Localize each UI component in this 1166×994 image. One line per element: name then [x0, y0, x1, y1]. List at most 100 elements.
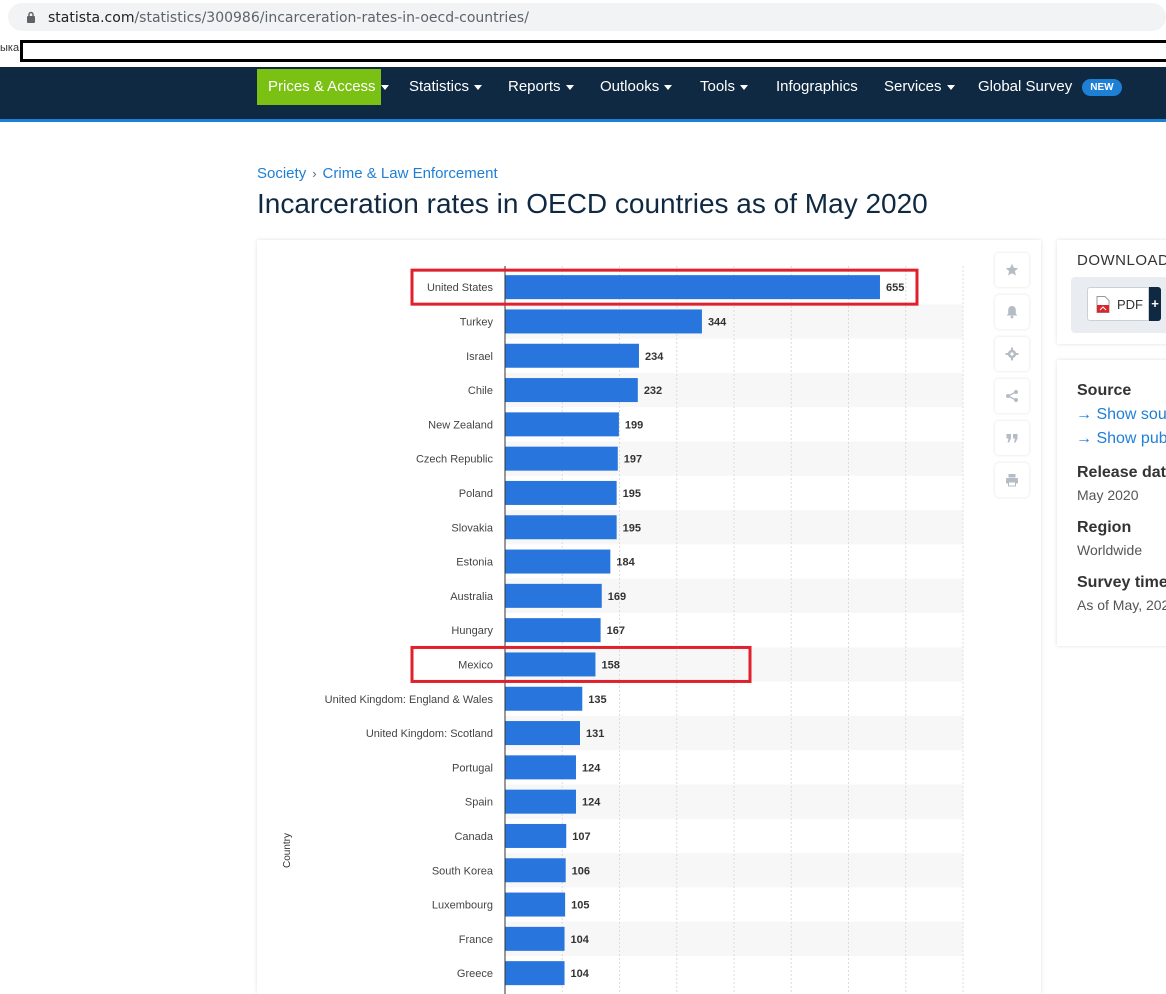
url-field[interactable]: statista.com/statistics/300986/incarcera…	[8, 3, 1166, 31]
category-label: Australia	[450, 591, 494, 603]
bar[interactable]	[505, 343, 639, 368]
nav-prices-access[interactable]: Prices & Access	[257, 69, 389, 105]
bar[interactable]	[505, 755, 576, 780]
bar[interactable]	[505, 686, 583, 711]
settings-button[interactable]	[995, 337, 1029, 371]
redacted-box	[20, 40, 1166, 62]
nav-tools[interactable]: Tools	[700, 69, 749, 105]
breadcrumb-society[interactable]: Society	[257, 165, 307, 182]
bookmarks-bar: ыка	[0, 36, 1166, 66]
bar[interactable]	[505, 926, 565, 951]
url-host: statista.com	[48, 10, 135, 26]
star-icon	[1005, 263, 1019, 276]
bar-chart: United States 655 Turkey 344 Israel 234 Chile 2…	[325, 266, 964, 994]
nav-outlooks[interactable]: Outlooks	[600, 69, 673, 105]
category-label: Poland	[459, 488, 493, 500]
bell-icon	[1006, 306, 1018, 319]
value-label: 135	[588, 694, 606, 706]
value-label: 107	[572, 831, 590, 843]
pdf-label: PDF	[1117, 297, 1143, 312]
bar[interactable]	[505, 446, 618, 471]
category-label: France	[459, 934, 493, 946]
more-formats-button[interactable]: +	[1149, 287, 1161, 321]
nav-services[interactable]: Services	[884, 69, 955, 105]
nav-label: Services	[884, 78, 942, 95]
share-button[interactable]	[995, 379, 1029, 413]
favorite-button[interactable]	[995, 253, 1029, 287]
category-label: Spain	[465, 797, 493, 809]
bar[interactable]	[505, 412, 619, 437]
share-icon	[1006, 390, 1018, 402]
value-label: 655	[886, 282, 904, 294]
value-label: 104	[571, 968, 590, 980]
breadcrumb-crime-law[interactable]: Crime & Law Enforcement	[322, 165, 498, 182]
bar[interactable]	[505, 892, 566, 917]
browser-address-bar: statista.com/statistics/300986/incarcera…	[0, 0, 1166, 34]
show-sources-link[interactable]: → Show sour	[1076, 406, 1166, 423]
quote-icon	[1006, 434, 1018, 443]
show-publisher-link[interactable]: → Show pub	[1076, 430, 1166, 447]
bar[interactable]	[505, 378, 638, 403]
bar[interactable]	[505, 275, 880, 300]
pdf-download-button[interactable]: PDF	[1087, 287, 1149, 321]
bar[interactable]	[505, 549, 611, 574]
citation-button[interactable]	[995, 421, 1029, 455]
highlight-box	[410, 645, 752, 683]
nav-global-survey[interactable]: Global Survey NEW	[978, 69, 1122, 105]
source-heading: Source	[1077, 382, 1132, 399]
nav-label: Infographics	[776, 78, 858, 95]
category-label: Greece	[457, 968, 493, 980]
download-options: PDF +	[1071, 277, 1166, 333]
category-label: Portugal	[452, 762, 493, 774]
nav-reports[interactable]: Reports	[508, 69, 574, 105]
category-label: New Zealand	[428, 419, 493, 431]
main-navigation: Prices & Access Statistics Reports Outlo…	[0, 67, 1166, 122]
bar[interactable]	[505, 858, 566, 883]
category-label: Hungary	[451, 625, 493, 637]
bar[interactable]	[505, 583, 602, 608]
pdf-file-icon	[1096, 296, 1110, 313]
caret-down-icon	[664, 84, 673, 90]
category-label: United Kingdom: England & Wales	[325, 694, 494, 706]
nav-label: Outlooks	[600, 78, 660, 95]
bar[interactable]	[505, 480, 617, 505]
caret-down-icon	[474, 84, 483, 90]
release-date-value: May 2020	[1077, 487, 1139, 503]
print-button[interactable]	[995, 463, 1029, 497]
bar[interactable]	[505, 618, 601, 643]
nav-infographics[interactable]: Infographics	[776, 69, 858, 105]
value-label: 169	[608, 591, 626, 603]
nav-label: Global Survey	[978, 78, 1073, 95]
nav-label: Prices & Access	[268, 78, 376, 95]
nav-statistics[interactable]: Statistics	[409, 69, 483, 105]
bar[interactable]	[505, 309, 702, 334]
bar[interactable]	[505, 721, 580, 746]
release-date-heading: Release date	[1077, 464, 1166, 481]
value-label: 195	[623, 488, 641, 500]
page-title: Incarceration rates in OECD countries as…	[257, 188, 928, 219]
value-label: 131	[586, 728, 604, 740]
caret-down-icon	[380, 84, 389, 90]
notification-button[interactable]	[995, 295, 1029, 329]
bar[interactable]	[505, 652, 596, 677]
value-label: 124	[582, 797, 601, 809]
statistic-info-panel: Source → Show sour → Show pub Release da…	[1057, 360, 1166, 646]
category-label: Slovakia	[451, 522, 493, 534]
category-label: Chile	[468, 385, 493, 397]
row-band	[505, 715, 963, 751]
new-badge: NEW	[1082, 78, 1122, 96]
bar[interactable]	[505, 823, 567, 848]
caret-down-icon	[740, 84, 749, 90]
bar[interactable]	[505, 515, 617, 540]
bar[interactable]	[505, 789, 576, 814]
nav-label: Reports	[508, 78, 561, 95]
nav-label: Statistics	[409, 78, 470, 95]
value-label: 106	[572, 865, 590, 877]
region-heading: Region	[1077, 519, 1132, 536]
value-label: 234	[645, 351, 664, 363]
category-label: Israel	[466, 351, 493, 363]
bookmark-item[interactable]: ыка	[0, 42, 20, 54]
breadcrumb-separator: ›	[312, 166, 317, 181]
nav-label: Tools	[700, 78, 736, 95]
bar[interactable]	[505, 961, 565, 986]
